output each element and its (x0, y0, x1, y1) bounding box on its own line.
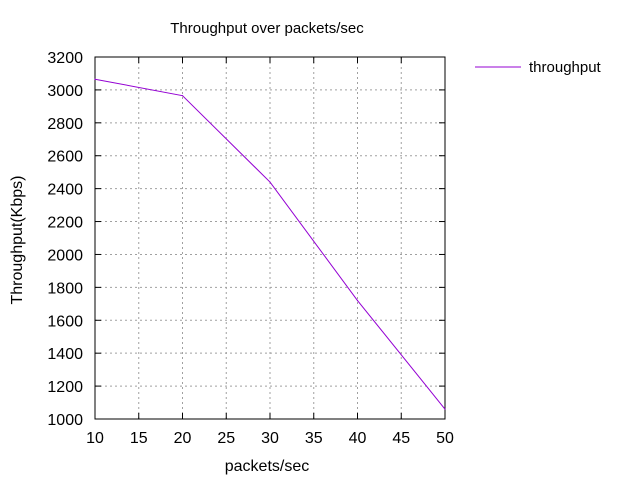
y-tick-label: 3000 (47, 83, 83, 100)
y-tick-label: 1600 (47, 313, 83, 330)
x-tick-label: 45 (392, 430, 410, 447)
x-axis-title: packets/sec (225, 458, 309, 475)
x-tick-label: 20 (174, 430, 192, 447)
data-point-throughput (444, 408, 446, 410)
y-tick-label: 2800 (47, 116, 83, 133)
x-tick-label: 15 (130, 430, 148, 447)
x-tick-label: 25 (217, 430, 235, 447)
x-tick-label: 50 (436, 430, 454, 447)
chart-title: Throughput over packets/sec (170, 20, 364, 37)
y-tick-label: 3200 (47, 50, 83, 67)
y-tick-label: 1200 (47, 379, 83, 396)
x-tick-label: 35 (305, 430, 323, 447)
x-tick-label: 30 (261, 430, 279, 447)
y-axis-title: Throughput(Kbps) (9, 176, 26, 305)
data-point-throughput (269, 181, 271, 183)
data-point-throughput (181, 95, 184, 97)
y-tick-label: 1000 (47, 412, 83, 429)
y-tick-label: 2200 (47, 215, 83, 232)
y-tick-label: 2600 (47, 149, 83, 166)
x-tick-label: 10 (86, 430, 104, 447)
legend: throughput (475, 59, 602, 76)
y-tick-label: 2000 (47, 247, 83, 264)
series-layer (94, 78, 446, 410)
y-tick-label: 1800 (47, 280, 83, 297)
y-tick-label: 2400 (47, 182, 83, 199)
data-point-throughput (356, 299, 359, 302)
x-tick-label: 40 (349, 430, 367, 447)
legend-label-throughput: throughput (529, 59, 602, 76)
data-point-throughput (94, 78, 96, 80)
grid (95, 57, 445, 419)
axis-ticks: 10 15 20 25 30 35 40 45 50 1000 1200 1400 1600 1800 20… (47, 50, 454, 447)
y-tick-label: 1400 (47, 346, 83, 363)
